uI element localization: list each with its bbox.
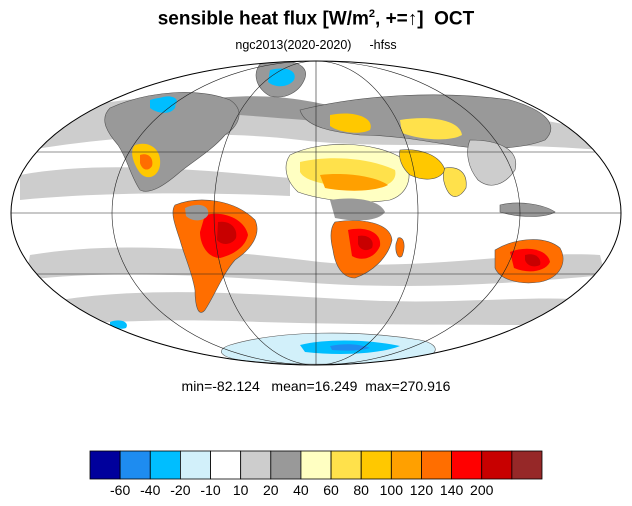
antarctica-coldest (330, 344, 370, 351)
colorbar-swatch (421, 450, 453, 480)
colorbar-swatch (451, 450, 483, 480)
shade-band-south-ocean (55, 292, 590, 325)
min-value: -82.124 (212, 378, 260, 394)
central-asia-warm (400, 118, 462, 140)
map-subtitle: ngc2013(2020-2020) -hfss (0, 38, 632, 52)
colorbar-tick-label: 10 (232, 482, 249, 498)
colorbar-tick-label: 120 (409, 482, 434, 498)
colorbar-swatch (119, 450, 151, 480)
subtitle-run: ngc2013(2020-2020) (235, 38, 352, 52)
colorbar-tick-label: 100 (379, 482, 404, 498)
madagascar (395, 237, 405, 258)
colorbar-swatch (149, 450, 181, 480)
colorbar (89, 450, 543, 480)
title-superscript: 2 (368, 8, 376, 20)
colorbar-swatch (360, 450, 392, 480)
colorbar-tick-label: -20 (170, 482, 191, 498)
australia-peak (525, 254, 541, 267)
colorbar-swatch (511, 450, 543, 480)
graticule (11, 61, 621, 365)
colorbar-tick-label: -60 (110, 482, 131, 498)
colorbar-tick-label: -40 (140, 482, 161, 498)
colorbar-swatch (210, 450, 242, 480)
title-month: OCT (434, 8, 475, 30)
colorbar-swatch (240, 450, 272, 480)
up-arrow-icon: ↑ (407, 8, 418, 30)
globe-border (10, 60, 622, 366)
mean-value: 16.249 (314, 378, 358, 394)
colorbar-tick-label: 40 (293, 482, 309, 498)
world-map (10, 60, 622, 366)
mean-label: mean= (271, 378, 315, 394)
colorbar-swatch (390, 450, 422, 480)
south-america-amazon (185, 204, 209, 221)
europe-warm (330, 113, 371, 133)
colorbar-tick-label: 200 (470, 482, 494, 498)
colorbar-swatch (89, 450, 121, 480)
colorbar-swatch (330, 450, 362, 480)
asia-east (467, 139, 517, 186)
colorbar-tick-label: 60 (323, 482, 339, 498)
colorbar-swatch (481, 450, 513, 480)
colorbar-tick-label: 140 (439, 482, 464, 498)
south-america-peak (217, 221, 237, 244)
title-bracket: ] (417, 8, 424, 30)
max-value: 270.916 (399, 378, 451, 394)
min-label: min= (181, 378, 213, 394)
india (442, 167, 467, 197)
map-statistics: min=-82.124 mean=16.249 max=270.916 (0, 378, 632, 394)
title-sign-text: , += (375, 8, 408, 30)
title-text: sensible heat flux [W/m (157, 8, 369, 30)
north-america-hot (140, 154, 153, 170)
africa-sahel (320, 174, 388, 191)
colorbar-swatch (180, 450, 211, 480)
map-title: sensible heat flux [W/m2, +=↑] OCT (0, 8, 632, 30)
arctic-cold (268, 68, 295, 87)
africa-central (330, 198, 385, 221)
shade-band-south (25, 247, 605, 286)
colorbar-tick-label: -10 (200, 482, 221, 498)
colorbar-tick-label: 80 (353, 482, 369, 498)
colorbar-tick-labels: -60 -40 -20 -10 10 20 40 60 80 100 120 140 200 (0, 482, 632, 502)
subtitle-variable: -hfss (369, 38, 397, 52)
africa-south-peak (358, 235, 373, 251)
colorbar-tick-label: 20 (263, 482, 279, 498)
max-label: max= (365, 378, 400, 394)
ocean-cold-spot-nw (160, 96, 177, 107)
colorbar-swatch (300, 450, 332, 480)
colorbar-swatch (270, 450, 302, 480)
